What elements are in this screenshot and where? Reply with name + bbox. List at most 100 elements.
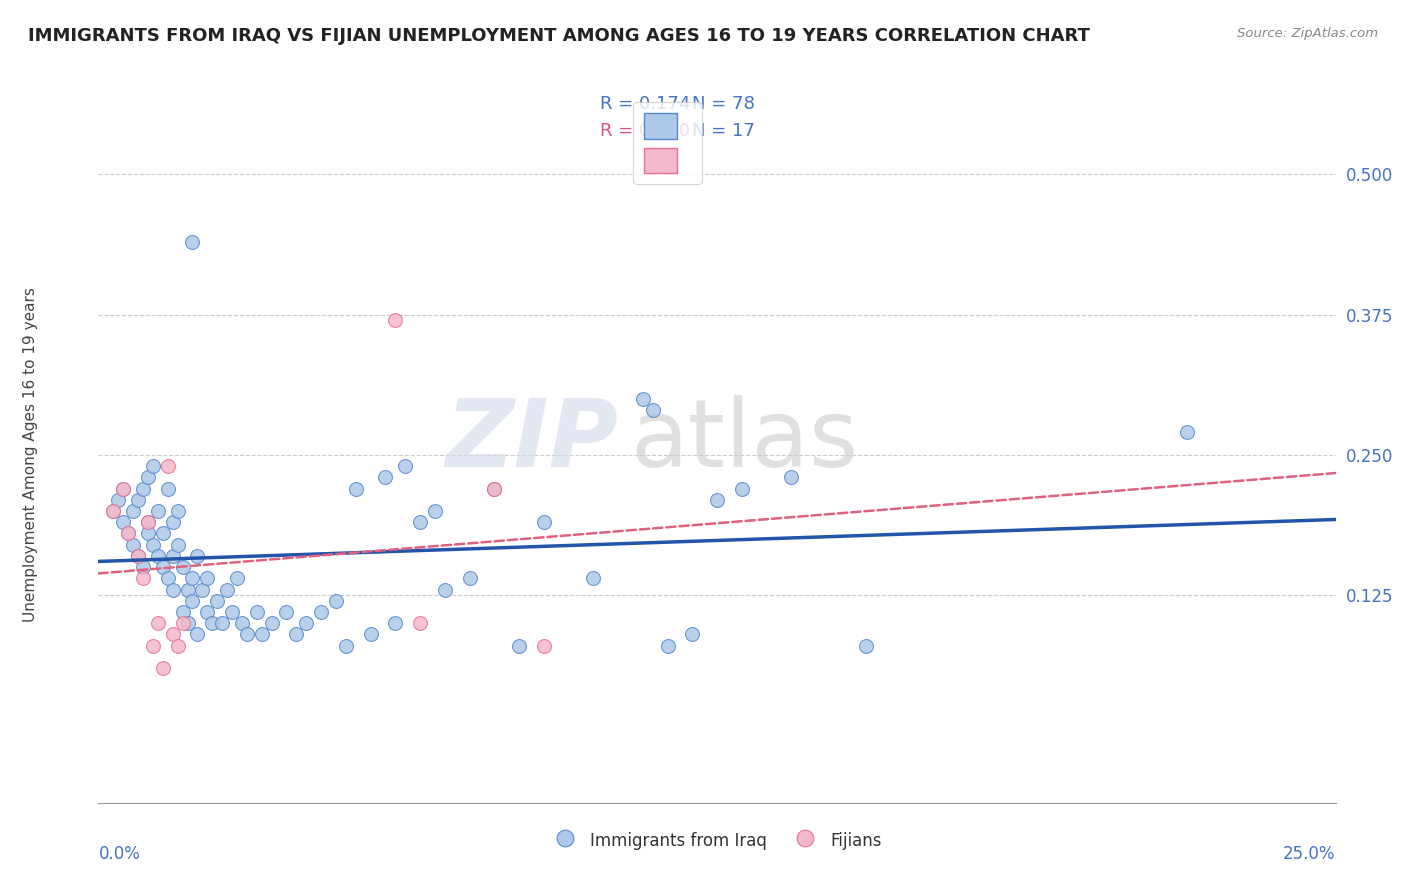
Point xyxy=(335,639,357,653)
Text: IMMIGRANTS FROM IRAQ VS FIJIAN UNEMPLOYMENT AMONG AGES 16 TO 19 YEARS CORRELATIO: IMMIGRANTS FROM IRAQ VS FIJIAN UNEMPLOYM… xyxy=(28,27,1090,45)
Point xyxy=(166,504,188,518)
Legend: Immigrants from Iraq, Fijians: Immigrants from Iraq, Fijians xyxy=(546,823,889,857)
Point xyxy=(657,639,679,653)
Point xyxy=(172,560,194,574)
Point xyxy=(195,571,218,585)
Point xyxy=(780,470,803,484)
Point xyxy=(132,482,155,496)
Point xyxy=(117,526,139,541)
Point xyxy=(458,571,481,585)
Point xyxy=(433,582,456,597)
Point xyxy=(205,594,228,608)
Point xyxy=(181,235,204,249)
Text: Unemployment Among Ages 16 to 19 years: Unemployment Among Ages 16 to 19 years xyxy=(22,287,38,623)
Point xyxy=(276,605,298,619)
Point xyxy=(166,538,188,552)
Point xyxy=(117,526,139,541)
Point xyxy=(285,627,308,641)
Point xyxy=(132,571,155,585)
Point xyxy=(384,313,406,327)
Point xyxy=(195,605,218,619)
Text: ZIP: ZIP xyxy=(446,395,619,487)
Point xyxy=(136,515,159,529)
Point xyxy=(211,616,233,631)
Point xyxy=(136,470,159,484)
Point xyxy=(533,515,555,529)
Point xyxy=(217,582,239,597)
Point xyxy=(295,616,318,631)
Point xyxy=(533,639,555,653)
Point xyxy=(582,571,605,585)
Point xyxy=(186,627,208,641)
Text: Source: ZipAtlas.com: Source: ZipAtlas.com xyxy=(1237,27,1378,40)
Point xyxy=(103,504,125,518)
Point xyxy=(122,538,145,552)
Point xyxy=(731,482,754,496)
Point xyxy=(142,538,165,552)
Point xyxy=(122,504,145,518)
Point xyxy=(127,549,149,563)
Point xyxy=(172,605,194,619)
Point xyxy=(162,549,184,563)
Point xyxy=(156,571,179,585)
Point xyxy=(508,639,530,653)
Point xyxy=(250,627,273,641)
Point xyxy=(127,549,149,563)
Point xyxy=(394,459,416,474)
Point xyxy=(631,392,654,406)
Point xyxy=(156,459,179,474)
Point xyxy=(221,605,243,619)
Point xyxy=(181,594,204,608)
Text: 25.0%: 25.0% xyxy=(1284,845,1336,863)
Point xyxy=(176,582,198,597)
Point xyxy=(162,627,184,641)
Point xyxy=(484,482,506,496)
Point xyxy=(112,482,135,496)
Point xyxy=(226,571,249,585)
Point xyxy=(152,661,174,675)
Point xyxy=(127,492,149,507)
Point xyxy=(142,459,165,474)
Point xyxy=(409,616,432,631)
Point xyxy=(162,582,184,597)
Point xyxy=(136,515,159,529)
Point xyxy=(309,605,332,619)
Point xyxy=(166,639,188,653)
Point xyxy=(374,470,396,484)
Point xyxy=(132,560,155,574)
Point xyxy=(103,504,125,518)
Point xyxy=(172,616,194,631)
Point xyxy=(246,605,269,619)
Point xyxy=(162,515,184,529)
Point xyxy=(260,616,283,631)
Point xyxy=(384,616,406,631)
Point xyxy=(146,504,169,518)
Point xyxy=(236,627,259,641)
Point xyxy=(1175,425,1198,440)
Text: N = 78: N = 78 xyxy=(692,95,755,112)
Text: 0.0%: 0.0% xyxy=(98,845,141,863)
Text: R = 0.180: R = 0.180 xyxy=(599,121,689,140)
Point xyxy=(325,594,347,608)
Point xyxy=(641,403,664,417)
Point xyxy=(186,549,208,563)
Point xyxy=(201,616,224,631)
Point xyxy=(681,627,703,641)
Point xyxy=(181,571,204,585)
Point xyxy=(152,560,174,574)
Point xyxy=(231,616,253,631)
Point xyxy=(409,515,432,529)
Point xyxy=(344,482,367,496)
Point xyxy=(156,482,179,496)
Point xyxy=(191,582,214,597)
Text: atlas: atlas xyxy=(630,395,859,487)
Point xyxy=(146,549,169,563)
Point xyxy=(112,515,135,529)
Point xyxy=(360,627,382,641)
Point xyxy=(855,639,877,653)
Point xyxy=(142,639,165,653)
Point xyxy=(136,526,159,541)
Point xyxy=(146,616,169,631)
Point xyxy=(112,482,135,496)
Point xyxy=(152,526,174,541)
